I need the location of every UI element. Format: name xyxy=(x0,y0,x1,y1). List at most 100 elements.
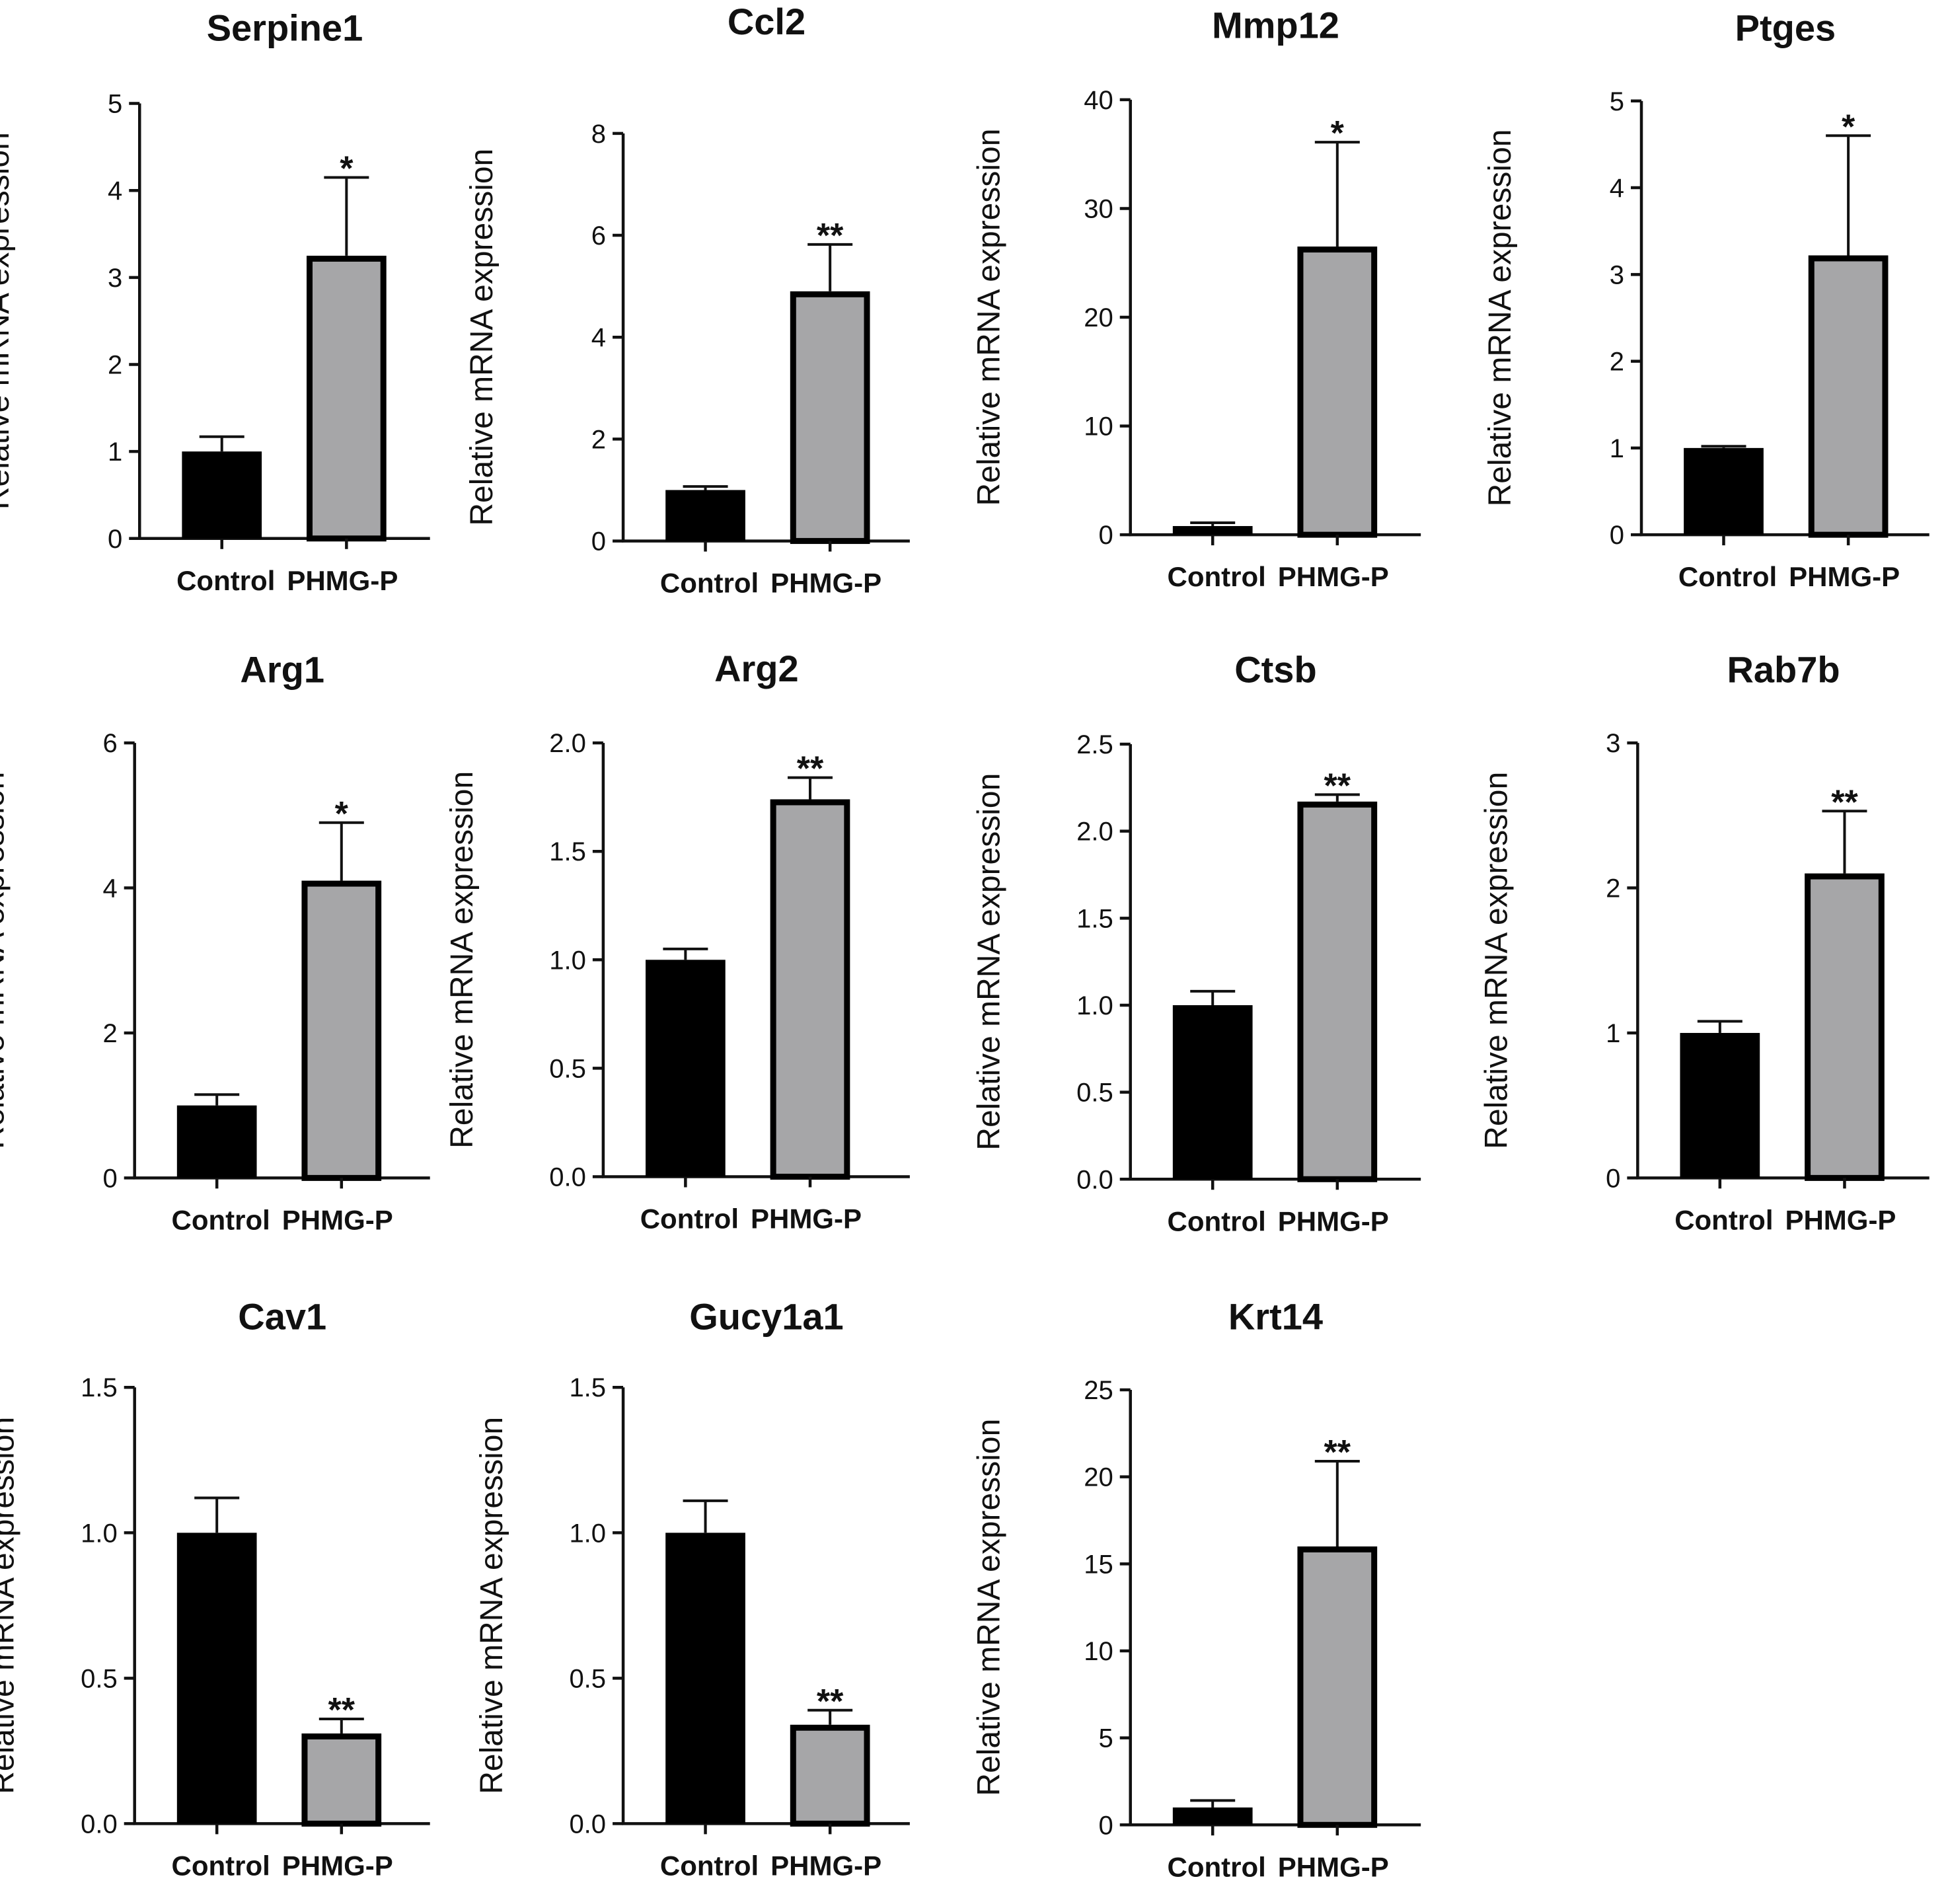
y-tick-label: 5 xyxy=(1610,87,1624,116)
chart-panel-ctsb: Ctsb Relative mRNA expression 0.0 0.5 1.0 1.5… xyxy=(972,649,1421,1237)
y-tick-label: 2.5 xyxy=(1076,730,1113,759)
y-tick-label: 10 xyxy=(1084,1637,1113,1666)
significance-marker: ** xyxy=(797,750,824,788)
significance-marker: ** xyxy=(328,1691,356,1730)
y-tick-label: 0.5 xyxy=(549,1054,586,1083)
y-tick-label: 2 xyxy=(108,351,122,380)
y-tick-label: 3 xyxy=(1610,260,1624,289)
y-tick-label: 2.0 xyxy=(549,729,586,758)
chart-panel-mmp12: Mmp12 Relative mRNA expression 0 10 20 30 40 Co… xyxy=(972,5,1421,592)
bar-phmg-p xyxy=(1297,1546,1378,1828)
x-tick-label: PHMG-P xyxy=(287,565,398,596)
x-tick-label: PHMG-P xyxy=(770,1850,881,1881)
y-tick-label: 1.5 xyxy=(569,1373,606,1402)
chart-title: Rab7b xyxy=(1727,649,1840,691)
x-tick-label: Control xyxy=(172,1850,270,1881)
x-tick-label: Control xyxy=(640,1203,739,1234)
bar-phmg-p xyxy=(301,1733,382,1827)
bar-control xyxy=(176,1105,257,1178)
x-tick-label: PHMG-P xyxy=(282,1850,393,1881)
significance-marker: * xyxy=(335,795,349,833)
x-tick-label: PHMG-P xyxy=(770,568,881,599)
chart-panel-rab7b: Rab7b Relative mRNA expression 0 1 2 3 Control… xyxy=(1479,649,1929,1235)
y-tick-label: 25 xyxy=(1084,1376,1113,1405)
y-axis-label: Relative mRNA expression xyxy=(1479,772,1514,1149)
chart-panel-ccl2: Ccl2 Relative mRNA expression 0 2 4 6 8 Control… xyxy=(465,1,910,599)
bar-phmg-p xyxy=(301,880,382,1181)
chart-title: Cav1 xyxy=(238,1296,326,1338)
chart-title: Ccl2 xyxy=(728,1,805,42)
y-tick-label: 0.5 xyxy=(81,1664,118,1693)
y-tick-label: 0.0 xyxy=(569,1809,606,1839)
x-tick-label: Control xyxy=(172,1204,270,1235)
significance-marker: ** xyxy=(817,217,844,255)
x-tick-label: PHMG-P xyxy=(1278,1851,1389,1882)
y-axis-label: Relative mRNA expression xyxy=(1483,130,1518,507)
x-tick-label: Control xyxy=(660,568,759,599)
bar-phmg-p xyxy=(1805,873,1885,1181)
y-tick-label: 0.0 xyxy=(1076,1165,1113,1194)
chart-title: Mmp12 xyxy=(1212,5,1339,46)
y-tick-label: 4 xyxy=(591,323,606,352)
bar-phmg-p xyxy=(790,291,870,545)
y-tick-label: 1.5 xyxy=(549,837,586,866)
y-tick-label: 10 xyxy=(1084,412,1113,441)
y-tick-label: 2 xyxy=(1606,874,1620,903)
chart-title: Krt14 xyxy=(1228,1296,1323,1338)
chart-title: Ptges xyxy=(1735,7,1836,48)
y-tick-label: 4 xyxy=(1610,174,1624,203)
significance-marker: ** xyxy=(1324,1433,1351,1472)
bar-control xyxy=(665,1533,745,1824)
y-tick-label: 0 xyxy=(1606,1164,1620,1193)
chart-panel-gucy1a1: Gucy1a1 Relative mRNA expression 0.0 0.5 1.0… xyxy=(474,1296,910,1881)
y-tick-label: 3 xyxy=(1606,729,1620,758)
bar-control xyxy=(176,1533,257,1824)
y-tick-label: 0 xyxy=(1098,521,1113,550)
bar-control xyxy=(1172,1005,1253,1180)
y-tick-label: 0 xyxy=(102,1164,117,1193)
y-tick-label: 20 xyxy=(1084,303,1113,332)
significance-marker: ** xyxy=(1831,783,1858,821)
bar-control xyxy=(1680,1032,1760,1178)
y-tick-label: 2.0 xyxy=(1076,818,1113,847)
y-tick-label: 40 xyxy=(1084,86,1113,115)
chart-panel-arg1: Arg1 Relative mRNA expression 0 2 4 6 Control P… xyxy=(0,649,430,1235)
significance-marker: * xyxy=(1842,108,1855,146)
y-tick-label: 0 xyxy=(108,525,122,554)
y-axis-label: Relative mRNA expression xyxy=(0,1417,21,1794)
y-tick-label: 4 xyxy=(102,874,117,903)
chart-title: Gucy1a1 xyxy=(689,1296,844,1338)
y-axis-label: Relative mRNA expression xyxy=(972,1419,1007,1796)
bar-phmg-p xyxy=(1808,255,1889,538)
x-tick-label: Control xyxy=(1168,1205,1266,1237)
y-tick-label: 0 xyxy=(1098,1811,1113,1840)
bar-phmg-p xyxy=(770,799,850,1180)
y-tick-label: 30 xyxy=(1084,194,1113,223)
chart-title: Arg1 xyxy=(240,649,324,691)
x-tick-label: Control xyxy=(176,565,275,596)
y-tick-label: 1 xyxy=(108,438,122,467)
x-tick-label: Control xyxy=(1168,561,1266,592)
y-tick-label: 1 xyxy=(1610,434,1624,463)
y-tick-label: 1.0 xyxy=(1076,991,1113,1020)
significance-marker: ** xyxy=(817,1683,844,1721)
y-axis-label: Relative mRNA expression xyxy=(0,772,11,1149)
chart-panel-krt14: Krt14 Relative mRNA expression 0 5 10 15 20 25 C… xyxy=(972,1296,1421,1882)
y-tick-label: 1.0 xyxy=(81,1519,118,1548)
y-tick-label: 2 xyxy=(1610,348,1624,377)
x-tick-label: Control xyxy=(1674,1204,1773,1235)
bar-control xyxy=(665,490,745,541)
x-tick-label: PHMG-P xyxy=(1278,561,1389,592)
chart-panel-cav1: Cav1 Relative mRNA expression 0.0 0.5 1.0 1.5… xyxy=(0,1296,430,1881)
significance-marker: ** xyxy=(1324,767,1351,805)
chart-panel-arg2: Arg2 Relative mRNA expression 0.0 0.5 1.0 1.5… xyxy=(445,648,910,1234)
y-tick-label: 0 xyxy=(1610,521,1624,550)
significance-marker: * xyxy=(1331,114,1345,153)
y-tick-label: 0.5 xyxy=(569,1664,606,1693)
bar-phmg-p xyxy=(306,255,387,542)
y-tick-label: 1.5 xyxy=(81,1373,118,1402)
y-axis-label: Relative mRNA expression xyxy=(972,773,1007,1151)
x-tick-label: PHMG-P xyxy=(751,1203,862,1234)
x-tick-label: PHMG-P xyxy=(1785,1204,1896,1235)
